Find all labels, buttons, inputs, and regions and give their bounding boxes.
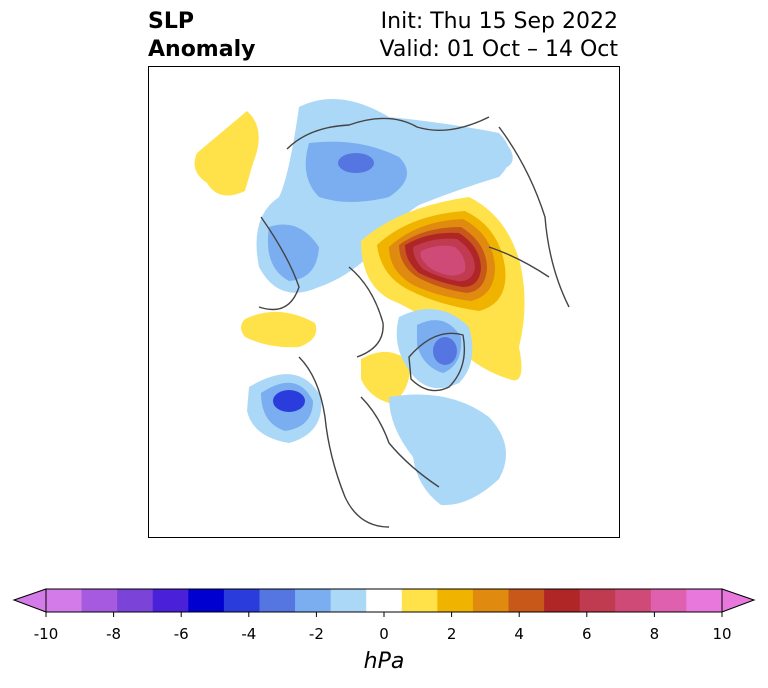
init-date: Init: Thu 15 Sep 2022: [380, 9, 618, 34]
colorbar-segment: [46, 589, 83, 612]
colorbar-ticks: -10 -8 -6 -4 -2 0 2 4 6 8 10: [34, 612, 732, 643]
colorbar-segment: [437, 589, 474, 612]
colorbar-tick-label: 8: [650, 625, 660, 643]
colorbar-tick-label: -6: [174, 625, 189, 643]
coastlines: [258, 116, 570, 528]
colorbar-tick-label: -4: [241, 625, 256, 643]
colorbar: -10 -8 -6 -4 -2 0 2 4 6 8 10 hPa: [0, 584, 768, 684]
colorbar-segment: [259, 589, 296, 612]
colorbar-tick-label: 4: [514, 625, 524, 643]
colorbar-segments: [46, 589, 723, 612]
title-variable: SLP: [148, 9, 194, 34]
colorbar-arrow-right: [721, 588, 756, 613]
colorbar-tick-label: 10: [712, 625, 731, 643]
colorbar-tick-label: -10: [34, 625, 59, 643]
colorbar-segment: [508, 589, 545, 612]
anomaly-barents-positive: [361, 197, 525, 381]
colorbar-segment: [117, 589, 154, 612]
colorbar-svg: -10 -8 -6 -4 -2 0 2 4 6 8 10 hPa: [12, 588, 756, 674]
colorbar-tick-label: 2: [447, 625, 457, 643]
colorbar-segment: [615, 589, 652, 612]
colorbar-segment: [472, 589, 510, 612]
valid-range: Valid: 01 Oct – 14 Oct: [379, 37, 618, 62]
colorbar-segment: [330, 589, 367, 612]
anomaly-alaska-positive: [194, 111, 259, 196]
anomaly-atlantic-negative: [389, 394, 507, 506]
anomaly-canada-positive: [241, 311, 411, 403]
colorbar-segment: [366, 589, 403, 612]
colorbar-segment: [686, 589, 723, 612]
title-left: SLP Anomaly: [148, 8, 255, 64]
colorbar-arrow-left: [12, 588, 47, 613]
anomaly-pacific-negative: [247, 374, 322, 443]
colorbar-segment: [579, 589, 616, 612]
colorbar-tick-label: -8: [106, 625, 121, 643]
colorbar-segment: [223, 589, 260, 612]
colorbar-tick-label: 6: [582, 625, 592, 643]
colorbar-tick-label: 0: [379, 625, 389, 643]
slp-anomaly-map: [148, 66, 620, 538]
anomaly-siberia-negative: [256, 99, 513, 293]
colorbar-unit-label: hPa: [364, 649, 405, 674]
colorbar-segment: [295, 589, 332, 612]
colorbar-segment: [544, 589, 581, 612]
colorbar-segment: [188, 589, 225, 612]
colorbar-tick-label: -2: [309, 625, 324, 643]
colorbar-segment: [401, 589, 438, 612]
title-kind: Anomaly: [148, 37, 256, 62]
colorbar-segment: [650, 589, 687, 612]
colorbar-segment: [81, 589, 118, 612]
title-right: Init: Thu 15 Sep 2022 Valid: 01 Oct – 14…: [380, 8, 618, 64]
colorbar-segment: [152, 589, 189, 612]
map-svg: [194, 99, 570, 528]
